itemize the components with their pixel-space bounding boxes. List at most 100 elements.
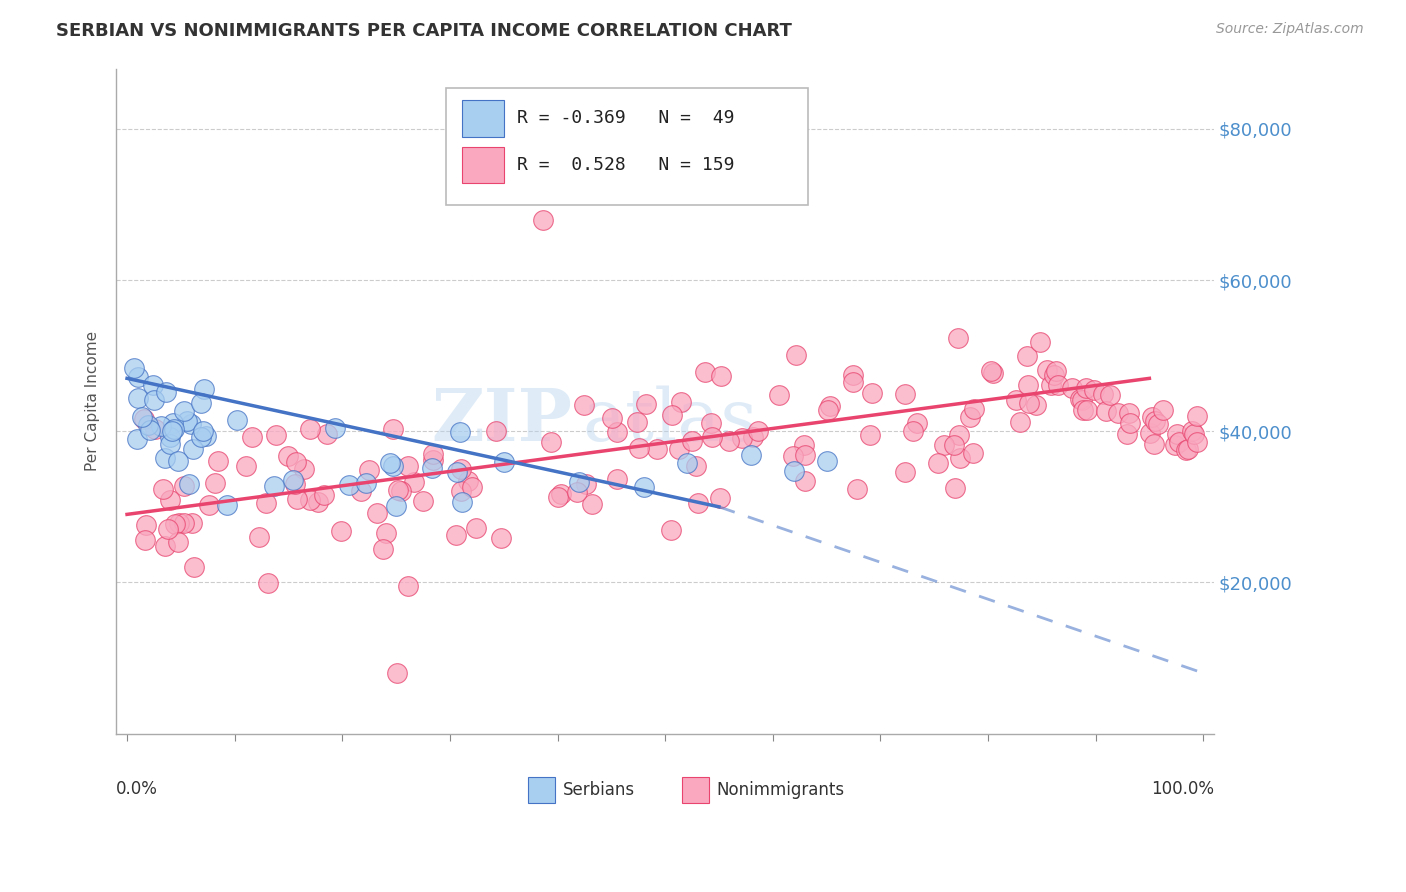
Point (139, 423, 162, 437)
Point (980, 363, 1002, 377)
Point (323, 421, 346, 435)
Point (1095, 404, 1118, 418)
Point (1107, 406, 1129, 420)
Point (1164, 438, 1187, 452)
Point (1147, 417, 1170, 431)
Point (177, 477, 200, 491)
Point (948, 428, 970, 442)
Point (1039, 378, 1062, 392)
Point (183, 560, 205, 574)
Point (581, 497, 603, 511)
Point (1098, 387, 1121, 401)
Point (1118, 406, 1140, 420)
Point (1029, 335, 1052, 350)
Point (382, 422, 405, 436)
Point (357, 463, 380, 477)
Point (793, 438, 815, 452)
Point (446, 465, 468, 479)
Point (159, 430, 181, 444)
Point (1005, 392, 1028, 407)
Point (747, 424, 769, 438)
Point (247, 530, 270, 544)
Point (709, 491, 731, 505)
Text: 0.0%: 0.0% (117, 780, 157, 798)
Point (242, 430, 264, 444)
Point (173, 479, 195, 493)
Text: Serbians: Serbians (562, 781, 636, 799)
Point (1025, 398, 1047, 412)
Point (226, 413, 249, 427)
Point (1153, 403, 1175, 417)
Point (1175, 442, 1198, 457)
Point (945, 481, 967, 495)
Point (422, 452, 444, 467)
Text: R = -0.369   N =  49: R = -0.369 N = 49 (517, 110, 734, 128)
Text: 100.0%: 100.0% (1152, 780, 1213, 798)
Point (398, 579, 420, 593)
Point (198, 499, 221, 513)
Point (845, 483, 868, 497)
Point (193, 382, 215, 396)
Point (132, 411, 155, 425)
Point (1036, 363, 1059, 377)
Point (450, 462, 472, 476)
Point (375, 525, 398, 540)
Point (1017, 378, 1039, 392)
Point (422, 447, 444, 461)
Point (143, 422, 166, 436)
Point (160, 424, 183, 438)
Point (572, 398, 595, 412)
Point (962, 446, 984, 460)
Point (169, 516, 191, 531)
Point (859, 427, 882, 442)
Point (731, 431, 754, 445)
Point (1010, 416, 1032, 430)
Point (1076, 403, 1098, 417)
Point (461, 480, 484, 494)
Point (565, 485, 588, 500)
Point (173, 403, 195, 417)
Point (292, 462, 315, 476)
Point (138, 418, 160, 433)
Point (155, 384, 177, 399)
Bar (463, 146, 503, 183)
Point (492, 455, 515, 469)
Point (127, 432, 149, 446)
Point (1181, 424, 1204, 438)
Point (387, 483, 409, 498)
Point (901, 425, 924, 439)
Point (633, 480, 655, 494)
Point (124, 360, 146, 375)
Point (204, 476, 226, 491)
Point (681, 434, 703, 449)
Point (1042, 368, 1064, 382)
Point (176, 414, 198, 428)
Point (131, 409, 153, 424)
Point (1018, 396, 1040, 410)
Point (190, 395, 212, 409)
Point (785, 348, 807, 362)
Point (385, 499, 408, 513)
Point (842, 375, 865, 389)
Point (675, 456, 697, 470)
Text: atlas: atlas (583, 385, 758, 456)
Point (946, 330, 969, 344)
Point (464, 521, 486, 535)
Point (547, 490, 569, 504)
Point (1144, 414, 1167, 428)
Point (905, 416, 928, 430)
Bar (527, 777, 555, 804)
Point (166, 535, 188, 549)
Point (235, 459, 257, 474)
Point (402, 475, 425, 489)
Point (1070, 392, 1092, 407)
Point (626, 415, 648, 429)
Point (717, 434, 740, 449)
Point (794, 448, 817, 462)
Point (159, 493, 181, 508)
Point (531, 212, 554, 227)
Point (396, 459, 419, 474)
Point (669, 394, 692, 409)
Point (1046, 377, 1069, 392)
Point (127, 369, 149, 384)
